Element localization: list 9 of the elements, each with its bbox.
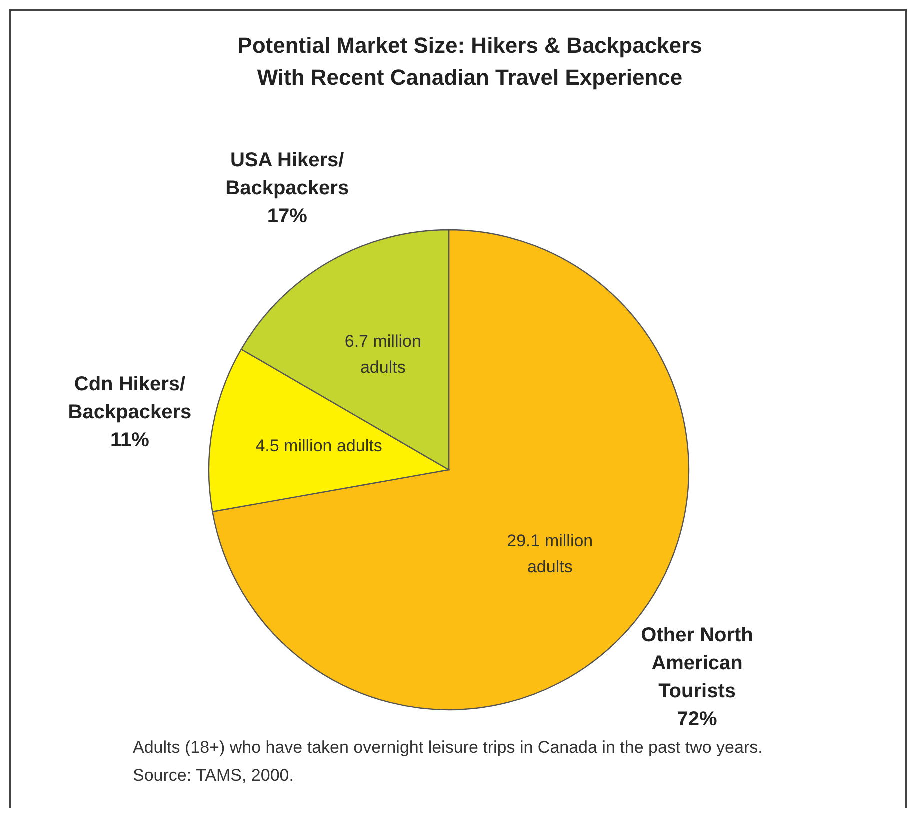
slice-label: Other North American Tourists 72% bbox=[641, 624, 754, 730]
slice-label: Cdn Hikers/ Backpackers 11% bbox=[68, 374, 192, 452]
source-note: Source: TAMS, 2000. bbox=[133, 766, 294, 785]
data-label: 29.1 million adults bbox=[507, 531, 594, 576]
chart-title: Potential Market Size: Hikers & Backpackers With Recent Canadian Travel Experience bbox=[238, 32, 702, 90]
data-label: 6.7 million adults bbox=[344, 332, 422, 378]
slice-label: USA Hikers/ Backpackers 17% bbox=[226, 149, 350, 228]
text: Adults (18+) who have taken overnight leisure trips in Canada in the past two years. bbox=[133, 738, 763, 757]
data-label: 4.5 million adults bbox=[256, 436, 382, 456]
